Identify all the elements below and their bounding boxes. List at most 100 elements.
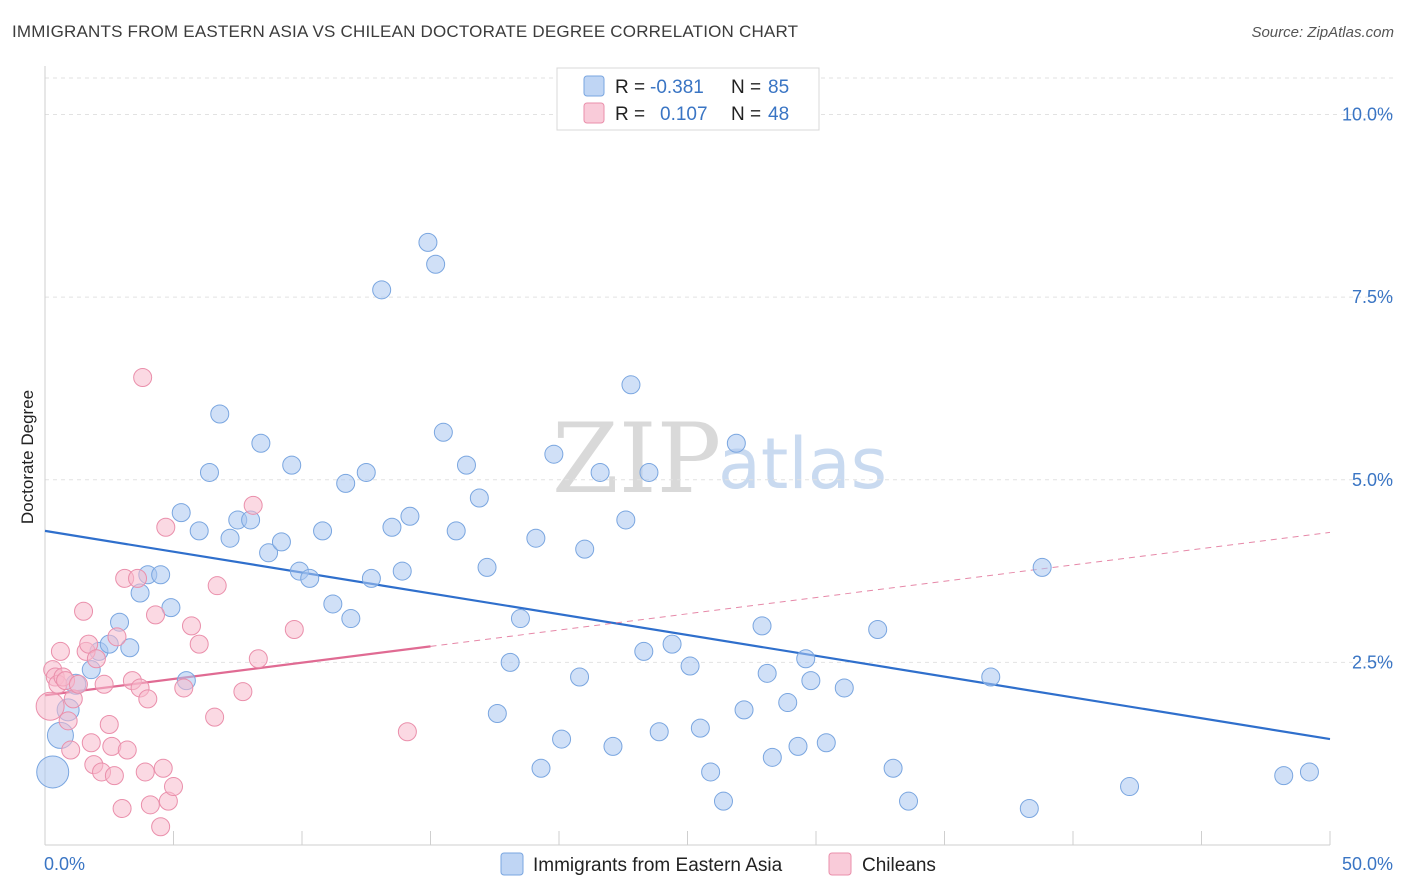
stats-n-label-blue: N = [731, 77, 761, 98]
point-eastern-asia [161, 598, 181, 618]
source-label: Source: ZipAtlas.com [1251, 24, 1394, 41]
stats-n-value-pink: 48 [768, 104, 789, 125]
point-chileans [205, 707, 225, 727]
point-eastern-asia [868, 620, 888, 640]
point-eastern-asia [816, 733, 836, 753]
point-eastern-asia [662, 634, 682, 654]
x-tick-label-min: 0.0% [44, 854, 85, 874]
point-eastern-asia [801, 671, 821, 691]
point-chileans [61, 740, 81, 760]
point-eastern-asia [251, 433, 271, 453]
watermark: ZIP atlas [552, 403, 887, 515]
point-eastern-asia [382, 517, 402, 537]
point-eastern-asia [1120, 777, 1140, 797]
point-eastern-asia [120, 638, 140, 658]
point-chileans [68, 674, 88, 694]
point-chileans [164, 777, 183, 797]
stats-r-value-pink: 0.107 [660, 104, 708, 125]
point-chileans [248, 649, 268, 669]
point-eastern-asia [713, 791, 733, 811]
point-chileans [58, 711, 78, 731]
point-chileans [112, 798, 132, 818]
point-eastern-asia [418, 232, 438, 252]
y-axis-label: Doctorate Degree [18, 390, 37, 524]
point-chileans [35, 691, 65, 721]
point-chileans [140, 795, 160, 815]
series-legend: Immigrants from Eastern Asia Chileans [500, 852, 936, 876]
point-eastern-asia [1274, 766, 1294, 786]
point-eastern-asia [726, 433, 746, 453]
y-tick-label: 2.5% [1352, 652, 1393, 672]
point-chileans [99, 714, 119, 734]
point-eastern-asia [834, 678, 854, 698]
chart-title: IMMIGRANTS FROM EASTERN ASIA VS CHILEAN … [12, 22, 799, 41]
stats-n-label-pink: N = [731, 104, 761, 125]
point-eastern-asia [271, 532, 291, 552]
point-chileans [104, 766, 124, 786]
point-eastern-asia [341, 609, 361, 629]
point-eastern-asia [36, 755, 70, 789]
point-eastern-asia [189, 521, 209, 541]
point-eastern-asia [526, 528, 546, 548]
point-chileans [81, 733, 101, 753]
legend-label-chileans: Chileans [862, 855, 936, 876]
trend-line-chileans-extrapolated [430, 531, 1331, 647]
point-eastern-asia [757, 663, 777, 683]
point-eastern-asia [210, 404, 230, 424]
point-chileans [146, 605, 166, 625]
point-eastern-asia [361, 568, 381, 588]
point-eastern-asia [649, 722, 669, 742]
point-chileans [174, 678, 194, 698]
y-tick-label: 5.0% [1352, 470, 1393, 490]
point-eastern-asia [400, 506, 420, 526]
point-eastern-asia [734, 700, 754, 720]
point-eastern-asia [372, 280, 392, 300]
point-chileans [233, 682, 253, 702]
x-tick-label-max: 50.0% [1342, 854, 1393, 874]
point-eastern-asia [621, 375, 641, 395]
point-chileans [181, 616, 201, 636]
point-eastern-asia [477, 557, 497, 577]
stats-r-value-blue: -0.381 [650, 77, 704, 98]
point-chileans [153, 758, 173, 778]
data-points [35, 232, 1319, 837]
point-eastern-asia [603, 736, 623, 756]
point-chileans [156, 517, 176, 537]
point-eastern-asia [500, 652, 520, 672]
point-chileans [133, 367, 153, 387]
point-eastern-asia [680, 656, 700, 676]
point-chileans [107, 627, 127, 647]
trend-line-eastern-asia [44, 529, 1331, 741]
point-chileans [94, 674, 114, 694]
point-eastern-asia [701, 762, 721, 782]
point-eastern-asia [446, 521, 466, 541]
point-eastern-asia [199, 462, 219, 482]
trend-lines [44, 529, 1331, 741]
point-eastern-asia [544, 444, 564, 464]
point-chileans [138, 689, 158, 709]
point-eastern-asia [690, 718, 710, 738]
point-eastern-asia [552, 729, 572, 749]
point-eastern-asia [1032, 557, 1052, 577]
point-eastern-asia [171, 503, 191, 523]
stats-n-value-blue: 85 [768, 77, 789, 98]
point-eastern-asia [300, 568, 320, 588]
y-tick-label: 10.0% [1342, 105, 1393, 125]
point-eastern-asia [426, 254, 446, 274]
point-eastern-asia [634, 641, 654, 661]
point-eastern-asia [433, 422, 453, 442]
point-eastern-asia [531, 758, 551, 778]
legend-swatch-eastern-asia [500, 852, 524, 876]
point-eastern-asia [487, 704, 507, 724]
point-chileans [50, 641, 70, 661]
point-eastern-asia [469, 488, 489, 508]
point-chileans [135, 762, 155, 782]
point-eastern-asia [575, 539, 595, 559]
point-eastern-asia [1299, 762, 1319, 782]
svg-text:atlas: atlas [718, 423, 887, 505]
point-eastern-asia [510, 609, 530, 629]
point-chileans [243, 495, 263, 515]
point-eastern-asia [313, 521, 333, 541]
point-chileans [151, 817, 171, 837]
